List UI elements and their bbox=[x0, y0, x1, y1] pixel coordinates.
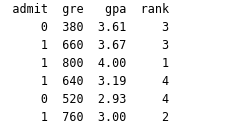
Text: admit  gre   gpa  rank
1      0  380  3.61     3
2      1  660  3.67     3
3    : admit gre gpa rank 1 0 380 3.61 3 2 1 66… bbox=[0, 3, 169, 124]
